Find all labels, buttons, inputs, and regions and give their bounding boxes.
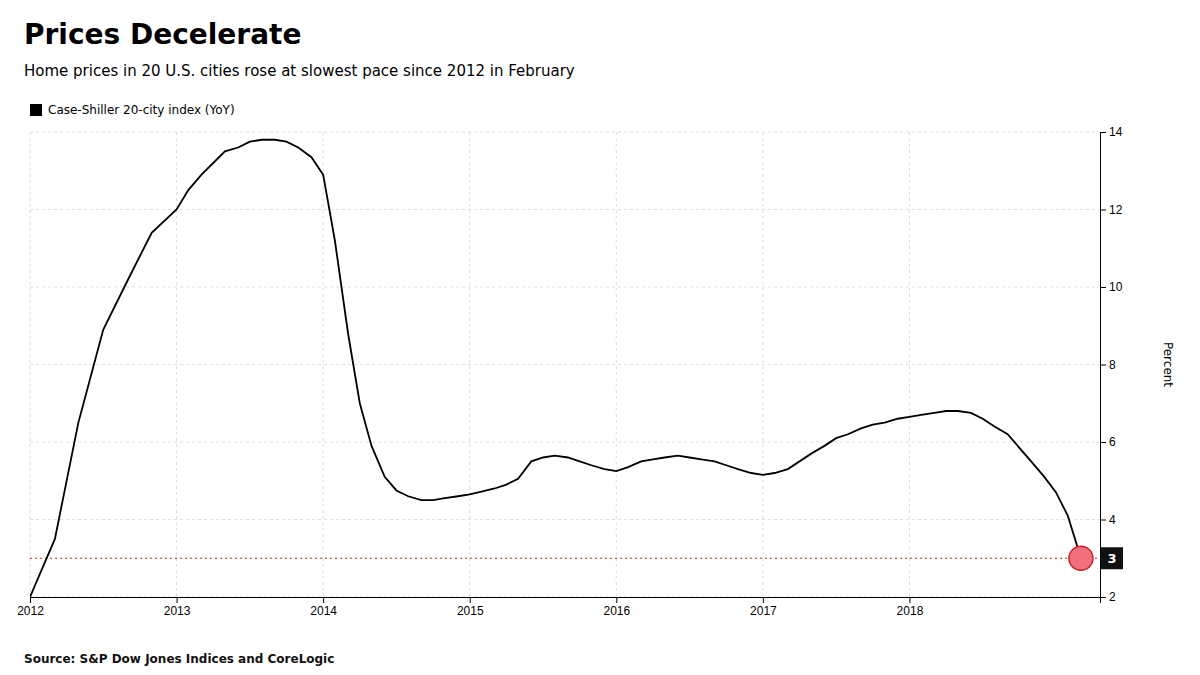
- y-tick: 2: [1100, 590, 1116, 604]
- subtitle: Home prices in 20 U.S. cities rose at sl…: [24, 62, 575, 80]
- x-axis-line: [31, 598, 1101, 604]
- x-tick-mark: [616, 597, 617, 603]
- y-grid-line: [30, 132, 1100, 133]
- x-grid-line: [909, 132, 910, 597]
- y-tick-mark: [1100, 210, 1106, 211]
- y-tick-mark: [1100, 287, 1106, 288]
- annotation: 3: [1101, 547, 1123, 569]
- x-tick: 2014: [310, 597, 337, 618]
- y-tick-mark: [1100, 520, 1106, 521]
- x-tick-label: 2016: [603, 604, 630, 618]
- x-tick-mark: [177, 597, 178, 603]
- x-tick-mark: [909, 597, 910, 603]
- y-tick-label: 8: [1109, 358, 1116, 372]
- x-grid-line: [762, 132, 763, 597]
- x-tick-label: 2014: [310, 604, 337, 618]
- y-grid-line: [30, 519, 1100, 520]
- x-tick: 2015: [457, 597, 484, 618]
- y-tick: 14: [1100, 125, 1123, 139]
- y-axis: 2 4 6 8 10 12 14: [1100, 125, 1123, 604]
- y-grid-line: [30, 209, 1100, 210]
- annotation-text: 3: [1107, 551, 1116, 566]
- y-tick-label: 12: [1109, 203, 1123, 217]
- x-tick-mark: [470, 597, 471, 603]
- x-grid-line: [323, 132, 324, 597]
- x-tick-mark: [763, 597, 764, 603]
- x-tick: 2017: [750, 597, 777, 618]
- y-tick: 8: [1100, 358, 1116, 372]
- y-tick-mark: [1100, 597, 1106, 598]
- y-tick-mark: [1100, 442, 1106, 443]
- x-tick-mark: [323, 597, 324, 603]
- source: Source: S&P Dow Jones Indices and CoreLo…: [24, 652, 334, 666]
- y-tick-label: 4: [1109, 513, 1116, 527]
- y-grid-line: [30, 442, 1100, 443]
- x-grid-line: [176, 132, 177, 597]
- x-tick: 2016: [603, 597, 630, 618]
- legend-swatch: [30, 104, 42, 116]
- x-tick-label: 2012: [17, 604, 44, 618]
- y-tick: 6: [1100, 435, 1116, 449]
- legend-label: Case-Shiller 20-city index (YoY): [48, 103, 235, 117]
- x-tick-label: 2018: [897, 604, 924, 618]
- y-tick: 4: [1100, 513, 1116, 527]
- annotation-box: [1101, 547, 1123, 569]
- y-grid-line: [30, 287, 1100, 288]
- y-tick-mark: [1100, 365, 1106, 366]
- y-tick-mark: [1100, 132, 1106, 133]
- reference-line: [30, 558, 1100, 559]
- x-tick: 2012: [17, 597, 44, 618]
- x-tick-label: 2017: [750, 604, 777, 618]
- chart: Prices Decelerate Home prices in 20 U.S. …: [0, 0, 1200, 675]
- x-tick-label: 2015: [457, 604, 484, 618]
- y-tick-label: 10: [1109, 280, 1123, 294]
- x-grid-line: [616, 132, 617, 597]
- y-tick: 10: [1100, 280, 1123, 294]
- x-tick-label: 2013: [164, 604, 191, 618]
- end-point: [1069, 546, 1093, 570]
- grid: [30, 132, 1100, 597]
- series-line: [30, 140, 1081, 597]
- y-tick-label: 2: [1109, 590, 1116, 604]
- plot-area: [30, 140, 1100, 597]
- x-tick: 2018: [897, 597, 924, 618]
- x-tick: 2013: [164, 597, 191, 618]
- x-tick-mark: [30, 597, 31, 603]
- y-tick-label: 6: [1109, 435, 1116, 449]
- title: Prices Decelerate: [24, 18, 301, 51]
- y-axis-line: [1101, 133, 1107, 598]
- x-axis: 2012 2013 2014 2015 2016 2017 2018: [17, 597, 1100, 618]
- y-tick-label: 14: [1109, 125, 1123, 139]
- y-tick: 12: [1100, 203, 1123, 217]
- y-grid-line: [30, 364, 1100, 365]
- x-grid-line: [30, 132, 31, 597]
- y-axis-title: Percent: [1161, 342, 1175, 387]
- x-grid-line: [469, 132, 470, 597]
- legend: Case-Shiller 20-city index (YoY): [30, 103, 235, 117]
